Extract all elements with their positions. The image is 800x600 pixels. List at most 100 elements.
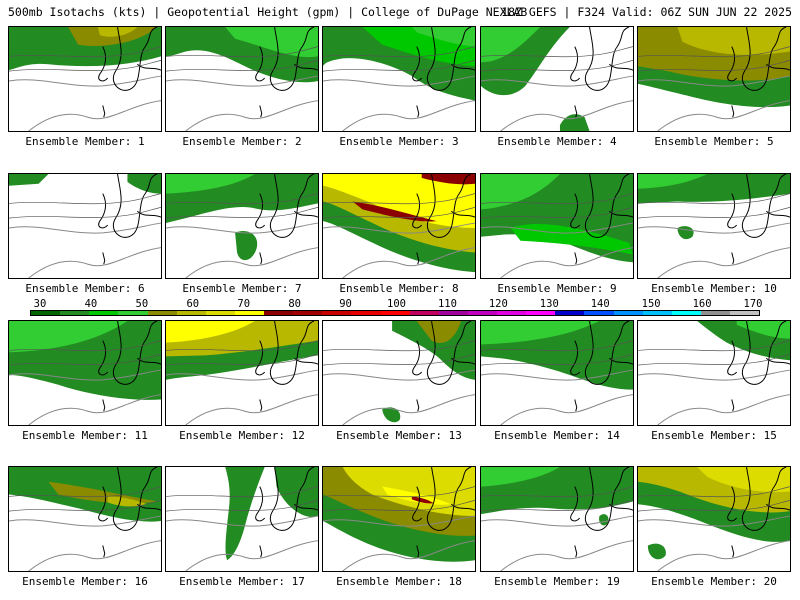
isotach-map: [638, 321, 790, 425]
ensemble-member-label: Ensemble Member: 7: [182, 282, 302, 295]
ensemble-member-label: Ensemble Member: 14: [494, 429, 620, 442]
isotach-map: [166, 27, 318, 131]
colorbar-swatch: [671, 311, 701, 315]
colorbar-swatch: [351, 311, 381, 315]
isotach-map: [481, 174, 633, 278]
ensemble-map-panel: [480, 466, 634, 572]
ensemble-map-panel: [637, 26, 791, 132]
ensemble-map-panel: [480, 26, 634, 132]
colorbar-tick-label: 30: [33, 298, 47, 310]
ensemble-map-panel: [165, 466, 319, 572]
isotach-map: [9, 467, 161, 571]
ensemble-map-panel: [8, 320, 162, 426]
ensemble-map-panel: [322, 466, 476, 572]
colorbar-swatch: [31, 311, 61, 315]
colorbar-swatch: [176, 311, 206, 315]
colorbar: 30 40 50 60 70 80 90 100 110 120 130 140 150 160 170: [0, 298, 800, 320]
colorbar-tick-label: 160: [692, 298, 712, 310]
colorbar-swatch: [205, 311, 235, 315]
isotach-map: [638, 467, 790, 571]
isotach-map: [323, 27, 475, 131]
ensemble-map-panel: [637, 173, 791, 279]
isotach-map: [9, 27, 161, 131]
colorbar-tick-label: 60: [186, 298, 200, 310]
ensemble-map-panel: [637, 466, 791, 572]
colorbar-swatch: [409, 311, 439, 315]
isotach-map: [638, 27, 790, 131]
colorbar-swatch: [642, 311, 672, 315]
ensemble-member-label: Ensemble Member: 6: [25, 282, 145, 295]
colorbar-tick-label: 150: [641, 298, 661, 310]
colorbar-swatch: [555, 311, 585, 315]
colorbar-tick-label: 130: [539, 298, 559, 310]
ensemble-map-panel: [480, 173, 634, 279]
ensemble-map-panel: [480, 320, 634, 426]
ensemble-map-panel: [165, 320, 319, 426]
isotach-map: [166, 321, 318, 425]
ensemble-member-label: Ensemble Member: 13: [336, 429, 462, 442]
ensemble-member-label: Ensemble Member: 11: [22, 429, 148, 442]
isotach-map: [638, 174, 790, 278]
isotach-map: [481, 321, 633, 425]
colorbar-tick-label: 80: [288, 298, 301, 310]
ensemble-map-panel: [8, 173, 162, 279]
ensemble-member-label: Ensemble Member: 16: [22, 575, 148, 588]
ensemble-member-label: Ensemble Member: 19: [494, 575, 620, 588]
colorbar-swatch: [293, 311, 323, 315]
colorbar-strip: [30, 310, 760, 316]
isotach-map: [323, 321, 475, 425]
colorbar-swatch: [234, 311, 264, 315]
colorbar-tick-label: 100: [387, 298, 406, 310]
colorbar-swatch: [322, 311, 352, 315]
ensemble-member-label: Ensemble Member: 1: [25, 135, 145, 148]
ensemble-map-panel: [165, 26, 319, 132]
colorbar-tick-label: 70: [237, 298, 251, 310]
colorbar-swatch: [526, 311, 556, 315]
ensemble-member-label: Ensemble Member: 2: [182, 135, 302, 148]
ensemble-map-panel: [165, 173, 319, 279]
colorbar-swatch: [147, 311, 177, 315]
ensemble-map-panel: [637, 320, 791, 426]
colorbar-swatch: [60, 311, 90, 315]
colorbar-swatch: [438, 311, 468, 315]
isotach-map: [481, 27, 633, 131]
isotach-map: [481, 467, 633, 571]
ensemble-member-label: Ensemble Member: 12: [179, 429, 305, 442]
colorbar-tick-label: 170: [743, 298, 763, 310]
ensemble-member-label: Ensemble Member: 8: [339, 282, 459, 295]
ensemble-map-panel: [322, 320, 476, 426]
isotach-map: [323, 174, 475, 278]
header-run-info: 18Z GEFS | F324 Valid: 06Z SUN JUN 22 20…: [501, 5, 792, 19]
ensemble-member-label: Ensemble Member: 4: [497, 135, 617, 148]
isotach-map: [166, 467, 318, 571]
colorbar-tick-label: 140: [590, 298, 610, 310]
colorbar-swatch: [584, 311, 614, 315]
ensemble-member-label: Ensemble Member: 18: [336, 575, 462, 588]
ensemble-member-label: Ensemble Member: 10: [651, 282, 777, 295]
colorbar-tick-label: 120: [488, 298, 508, 310]
colorbar-swatch: [497, 311, 527, 315]
colorbar-tick-label: 90: [339, 298, 352, 310]
colorbar-swatch: [467, 311, 497, 315]
isotach-map: [323, 467, 475, 571]
colorbar-swatch: [89, 311, 119, 315]
isotach-map: [9, 174, 161, 278]
colorbar-tick-label: 40: [84, 298, 98, 310]
colorbar-swatch: [613, 311, 643, 315]
ensemble-member-label: Ensemble Member: 20: [651, 575, 777, 588]
ensemble-member-label: Ensemble Member: 3: [339, 135, 459, 148]
header-title: 500mb Isotachs (kts) | Geopotential Heig…: [8, 5, 528, 19]
colorbar-swatch: [700, 311, 730, 315]
ensemble-member-label: Ensemble Member: 17: [179, 575, 305, 588]
page-header: 500mb Isotachs (kts) | Geopotential Heig…: [8, 5, 792, 21]
colorbar-swatch: [380, 311, 410, 315]
isotach-map: [9, 321, 161, 425]
colorbar-swatch: [118, 311, 148, 315]
isotach-map: [166, 174, 318, 278]
ensemble-map-panel: [322, 173, 476, 279]
colorbar-swatch: [264, 311, 294, 315]
ensemble-member-label: Ensemble Member: 15: [651, 429, 777, 442]
colorbar-tick-label: 110: [437, 298, 457, 310]
ensemble-member-label: Ensemble Member: 5: [654, 135, 774, 148]
colorbar-tick-label: 50: [135, 298, 149, 310]
